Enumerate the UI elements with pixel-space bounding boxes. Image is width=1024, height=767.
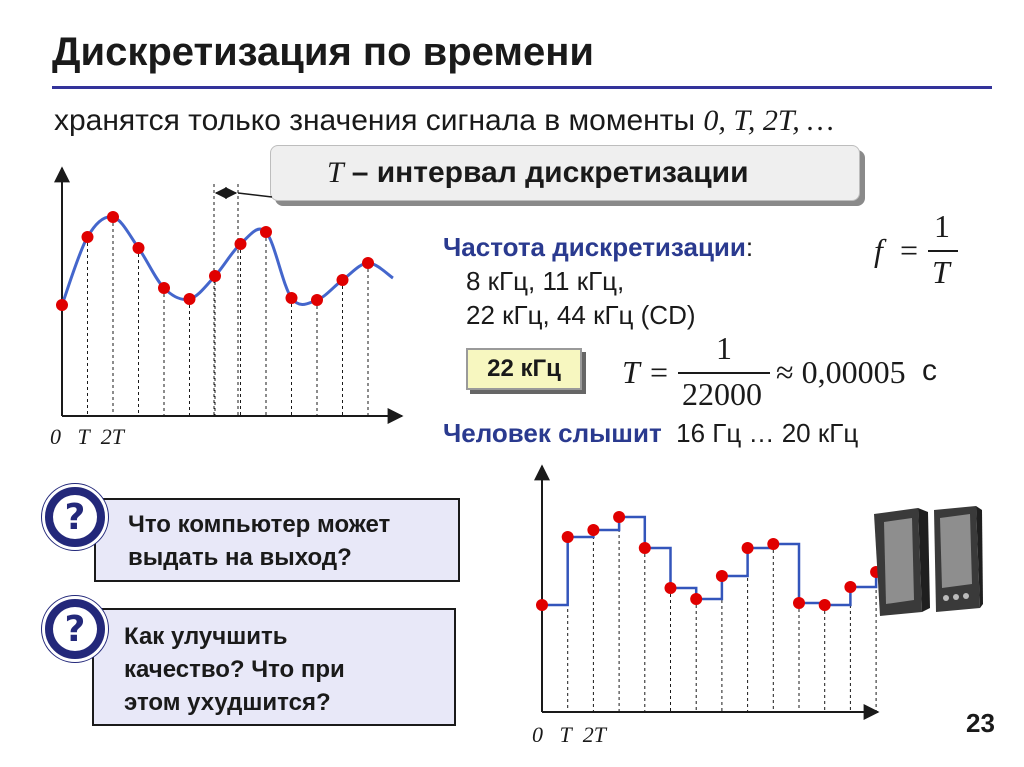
- sample-point: [844, 581, 857, 593]
- frequency-colon: :: [745, 232, 754, 262]
- sample-points: [536, 511, 883, 611]
- sample-point: [818, 599, 831, 611]
- question-box-2: Как улучшить качество? Что при этом ухуд…: [92, 608, 456, 726]
- frequency-label: Частота дискретизации: [443, 232, 746, 262]
- speakers-image: [874, 506, 983, 616]
- sample-point: [561, 531, 574, 543]
- sample-point: [362, 257, 374, 269]
- continuous-signal-graph: [54, 166, 404, 424]
- sample-point: [690, 593, 703, 605]
- sample-point: [587, 524, 600, 536]
- sample-droplines: [87, 217, 369, 416]
- sample-point: [56, 299, 68, 311]
- formula-eq: =: [900, 232, 919, 268]
- interval-pointer: [237, 192, 273, 198]
- formula-denominator: T: [932, 254, 950, 290]
- sample-point: [767, 538, 780, 550]
- tick-2t: 2T: [582, 722, 606, 747]
- sample-point: [793, 597, 805, 609]
- formula-numerator: 1: [934, 208, 950, 244]
- top-x-tick-labels: 0 T 2T: [50, 424, 124, 450]
- period-approx: ≈ 0,00005: [776, 354, 906, 390]
- frequency-formula: f = 1 T: [872, 208, 982, 292]
- interval-callout: T – интервал дискретизации: [270, 145, 860, 201]
- question-circle-icon: ?: [42, 596, 108, 662]
- sample-point: [741, 542, 754, 554]
- question-2-line-2: качество? Что при: [124, 656, 345, 683]
- question-mark-glyph: ?: [53, 495, 97, 539]
- page-number: 23: [966, 708, 995, 738]
- sample-point: [209, 270, 221, 282]
- callout-symbol: T: [327, 156, 344, 189]
- period-t: T: [622, 354, 640, 390]
- sample-point: [664, 582, 677, 594]
- slide-title: Дискретизация по времени: [52, 30, 594, 74]
- sample-point: [158, 282, 170, 294]
- hearing-range: 16 Гц … 20 кГц: [676, 418, 859, 448]
- subtitle-moments: 0, T, 2T, …: [703, 104, 834, 137]
- sample-point: [183, 293, 196, 305]
- question-2-line-1: Как улучшить: [124, 623, 288, 650]
- signal-curve: [60, 215, 394, 306]
- question-1-line-2: выдать на выход?: [128, 544, 352, 571]
- sample-droplines: [567, 517, 877, 712]
- question-box-1: Что компьютер может выдать на выход?: [94, 498, 460, 582]
- question-2-line-3: этом ухудшится?: [124, 689, 331, 716]
- sample-point: [536, 599, 548, 611]
- period-numerator: 1: [716, 330, 732, 366]
- sampling-frequency-heading: Частота дискретизации:: [443, 232, 753, 263]
- sample-point: [336, 274, 349, 286]
- question-circle-icon: ?: [42, 484, 108, 550]
- sample-point: [132, 242, 145, 254]
- sample-point: [638, 542, 651, 554]
- sample-point: [285, 292, 298, 304]
- question-mark-glyph: ?: [53, 607, 97, 651]
- formula-fraction-bar: [928, 250, 958, 252]
- period-fraction-bar: [678, 372, 770, 374]
- frequency-line-2: 22 кГц, 44 кГц (CD): [466, 300, 696, 330]
- bottom-x-tick-labels: 0 T 2T: [532, 722, 606, 748]
- callout-text: – интервал дискретизации: [351, 156, 749, 189]
- tick-t: T: [559, 722, 572, 747]
- tick-0: 0: [50, 424, 61, 449]
- title-divider: [52, 86, 992, 89]
- sample-point: [311, 294, 323, 306]
- sample-point: [107, 211, 119, 223]
- sample-point: [715, 570, 728, 582]
- question-1-line-1: Что компьютер может: [128, 511, 391, 538]
- selected-frequency-badge: 22 кГц: [466, 348, 582, 390]
- tick-t: T: [77, 424, 90, 449]
- hearing-label: Человек слышит: [443, 418, 662, 448]
- period-unit: с: [922, 354, 937, 387]
- sample-point: [613, 511, 626, 523]
- period-eq: =: [650, 354, 669, 390]
- sample-points: [56, 211, 374, 311]
- subtitle-prefix: хранятся только значения сигнала в момен…: [54, 104, 704, 137]
- sample-point: [260, 226, 272, 238]
- tick-0: 0: [532, 722, 543, 747]
- sample-point: [81, 231, 94, 243]
- tick-2t: 2T: [100, 424, 124, 449]
- sample-point: [234, 238, 247, 250]
- formula-f: f: [874, 232, 883, 268]
- human-hearing: Человек слышит 16 Гц … 20 кГц: [443, 418, 858, 449]
- step-output-graph: [534, 464, 883, 720]
- frequency-line-1: 8 кГц, 11 кГц,: [466, 266, 625, 296]
- period-formula: T = 1 22000 ≈ 0,00005 с: [620, 330, 960, 414]
- subtitle: хранятся только значения сигнала в момен…: [54, 104, 834, 138]
- period-denominator: 22000: [682, 376, 762, 412]
